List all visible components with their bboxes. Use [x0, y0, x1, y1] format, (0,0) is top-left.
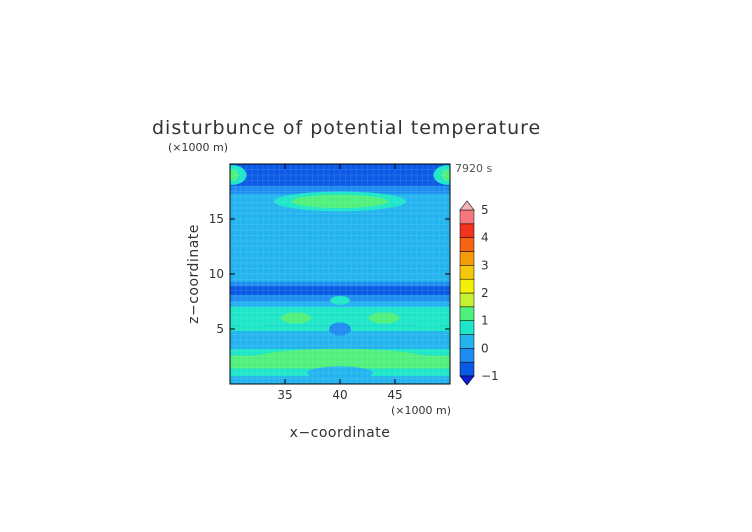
colorbar-segment [459, 209, 475, 225]
contour-region [230, 313, 274, 327]
z-tick-label: 5 [216, 322, 224, 336]
contour-region [280, 312, 312, 324]
x-axis-label: x−coordinate [290, 425, 391, 441]
contour-region [320, 241, 360, 252]
contour-band [230, 164, 450, 186]
x-axis-ticks: 35 40 45 [277, 164, 403, 402]
chart-title: disturbunce of potential temperature [152, 117, 541, 139]
contour-region [362, 226, 428, 245]
colorbar-segment [459, 306, 475, 321]
contour-plot-area [229, 163, 451, 385]
contour-band [230, 307, 450, 315]
x-unit-label: (×1000 m) [391, 404, 451, 417]
colorbar-min-arrow [459, 375, 475, 386]
colorbar-tick-label: 0 [481, 341, 489, 355]
colorbar [459, 200, 475, 386]
colorbar-tick-label: −1 [481, 369, 499, 383]
contour-band [230, 337, 450, 349]
z-unit-label: (×1000 m) [168, 141, 228, 154]
colorbar-segment [459, 334, 475, 349]
contour-region [274, 352, 340, 368]
contour-region [441, 169, 450, 181]
colorbar-tick-labels: −1 0 1 2 3 4 5 [481, 203, 499, 383]
contour-region [330, 296, 350, 305]
colorbar-tick-label: 3 [481, 258, 489, 272]
contour-field [230, 164, 450, 384]
z-axis-label: z−coordinate [186, 224, 202, 324]
contour-region [311, 197, 369, 206]
contour-region [340, 352, 406, 368]
z-tick-label: 10 [209, 267, 224, 281]
contour-band [230, 186, 450, 194]
z-tick-label: 15 [209, 212, 224, 226]
colorbar-segment [459, 223, 475, 238]
plot-grid [230, 164, 450, 384]
colorbar-tick-label: 1 [481, 314, 489, 328]
colorbar-segment [459, 278, 475, 294]
contour-region [368, 312, 400, 324]
contour-region [329, 322, 351, 336]
contour-band [230, 286, 450, 295]
colorbar-tick-label: 5 [481, 203, 489, 217]
contour-region [230, 169, 239, 181]
x-tick-label: 40 [332, 388, 347, 402]
z-axis-ticks: 5 10 15 [209, 212, 450, 336]
x-tick-label: 35 [277, 388, 292, 402]
colorbar-max-arrow [459, 200, 475, 211]
x-tick-label: 45 [387, 388, 402, 402]
contour-band [230, 281, 450, 287]
colorbar-segment [459, 251, 475, 266]
colorbar-segment [459, 361, 475, 377]
contour-region [307, 366, 373, 380]
colorbar-segment [459, 237, 475, 252]
colorbar-segment [459, 348, 475, 363]
colorbar-tick-label: 2 [481, 286, 489, 300]
colorbar-segment [459, 292, 475, 308]
contour-band [230, 314, 450, 326]
contour-region [252, 226, 318, 245]
contour-region [406, 313, 450, 327]
colorbar-tick-label: 4 [481, 231, 489, 245]
time-label: 7920 s [455, 162, 492, 175]
colorbar-segment [459, 265, 475, 280]
colorbar-segment [459, 320, 475, 335]
